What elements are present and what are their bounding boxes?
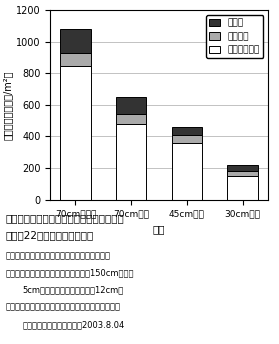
Bar [172, 127, 202, 135]
Bar [60, 65, 91, 200]
Bar [116, 114, 146, 124]
Text: 図３．耕起播種法とダイズ畦幅が雑草発生: 図３．耕起播種法とダイズ畦幅が雑草発生 [6, 213, 124, 223]
Text: 注２）浅耕：小明渠浅耕（小明渠間隔150cm、耕深: 注２）浅耕：小明渠浅耕（小明渠間隔150cm、耕深 [6, 268, 134, 277]
Text: 種：フクユタカ、播種日：2003.8.04: 種：フクユタカ、播種日：2003.8.04 [22, 320, 124, 329]
Bar [116, 124, 146, 200]
Bar [116, 97, 146, 114]
Bar [227, 171, 258, 176]
Text: 5cm）、普通耕（平畦、耕深12cm）: 5cm）、普通耕（平畦、耕深12cm） [22, 286, 124, 294]
Bar [60, 53, 91, 65]
Bar [60, 29, 91, 53]
Text: （播種22日後）に及ぼす影響: （播種22日後）に及ぼす影響 [6, 230, 94, 240]
Bar [172, 143, 202, 200]
Bar [227, 176, 258, 200]
Bar [227, 165, 258, 171]
Text: 注３）三重県安濃町転換畑（コムギ跡）、ダイズ品: 注３）三重県安濃町転換畑（コムギ跡）、ダイズ品 [6, 303, 121, 312]
Y-axis label: 雑草発生本数（本/m²）: 雑草発生本数（本/m²） [3, 70, 13, 140]
Bar [172, 135, 202, 143]
Text: 注１）雑草発生は、土壌処理剤無処理条件の値: 注１）雑草発生は、土壌処理剤無処理条件の値 [6, 251, 110, 260]
X-axis label: 処理: 処理 [153, 224, 165, 234]
Legend: 広葉計, イネ科計, カヤツリグサ: 広葉計, イネ科計, カヤツリグサ [206, 15, 263, 58]
